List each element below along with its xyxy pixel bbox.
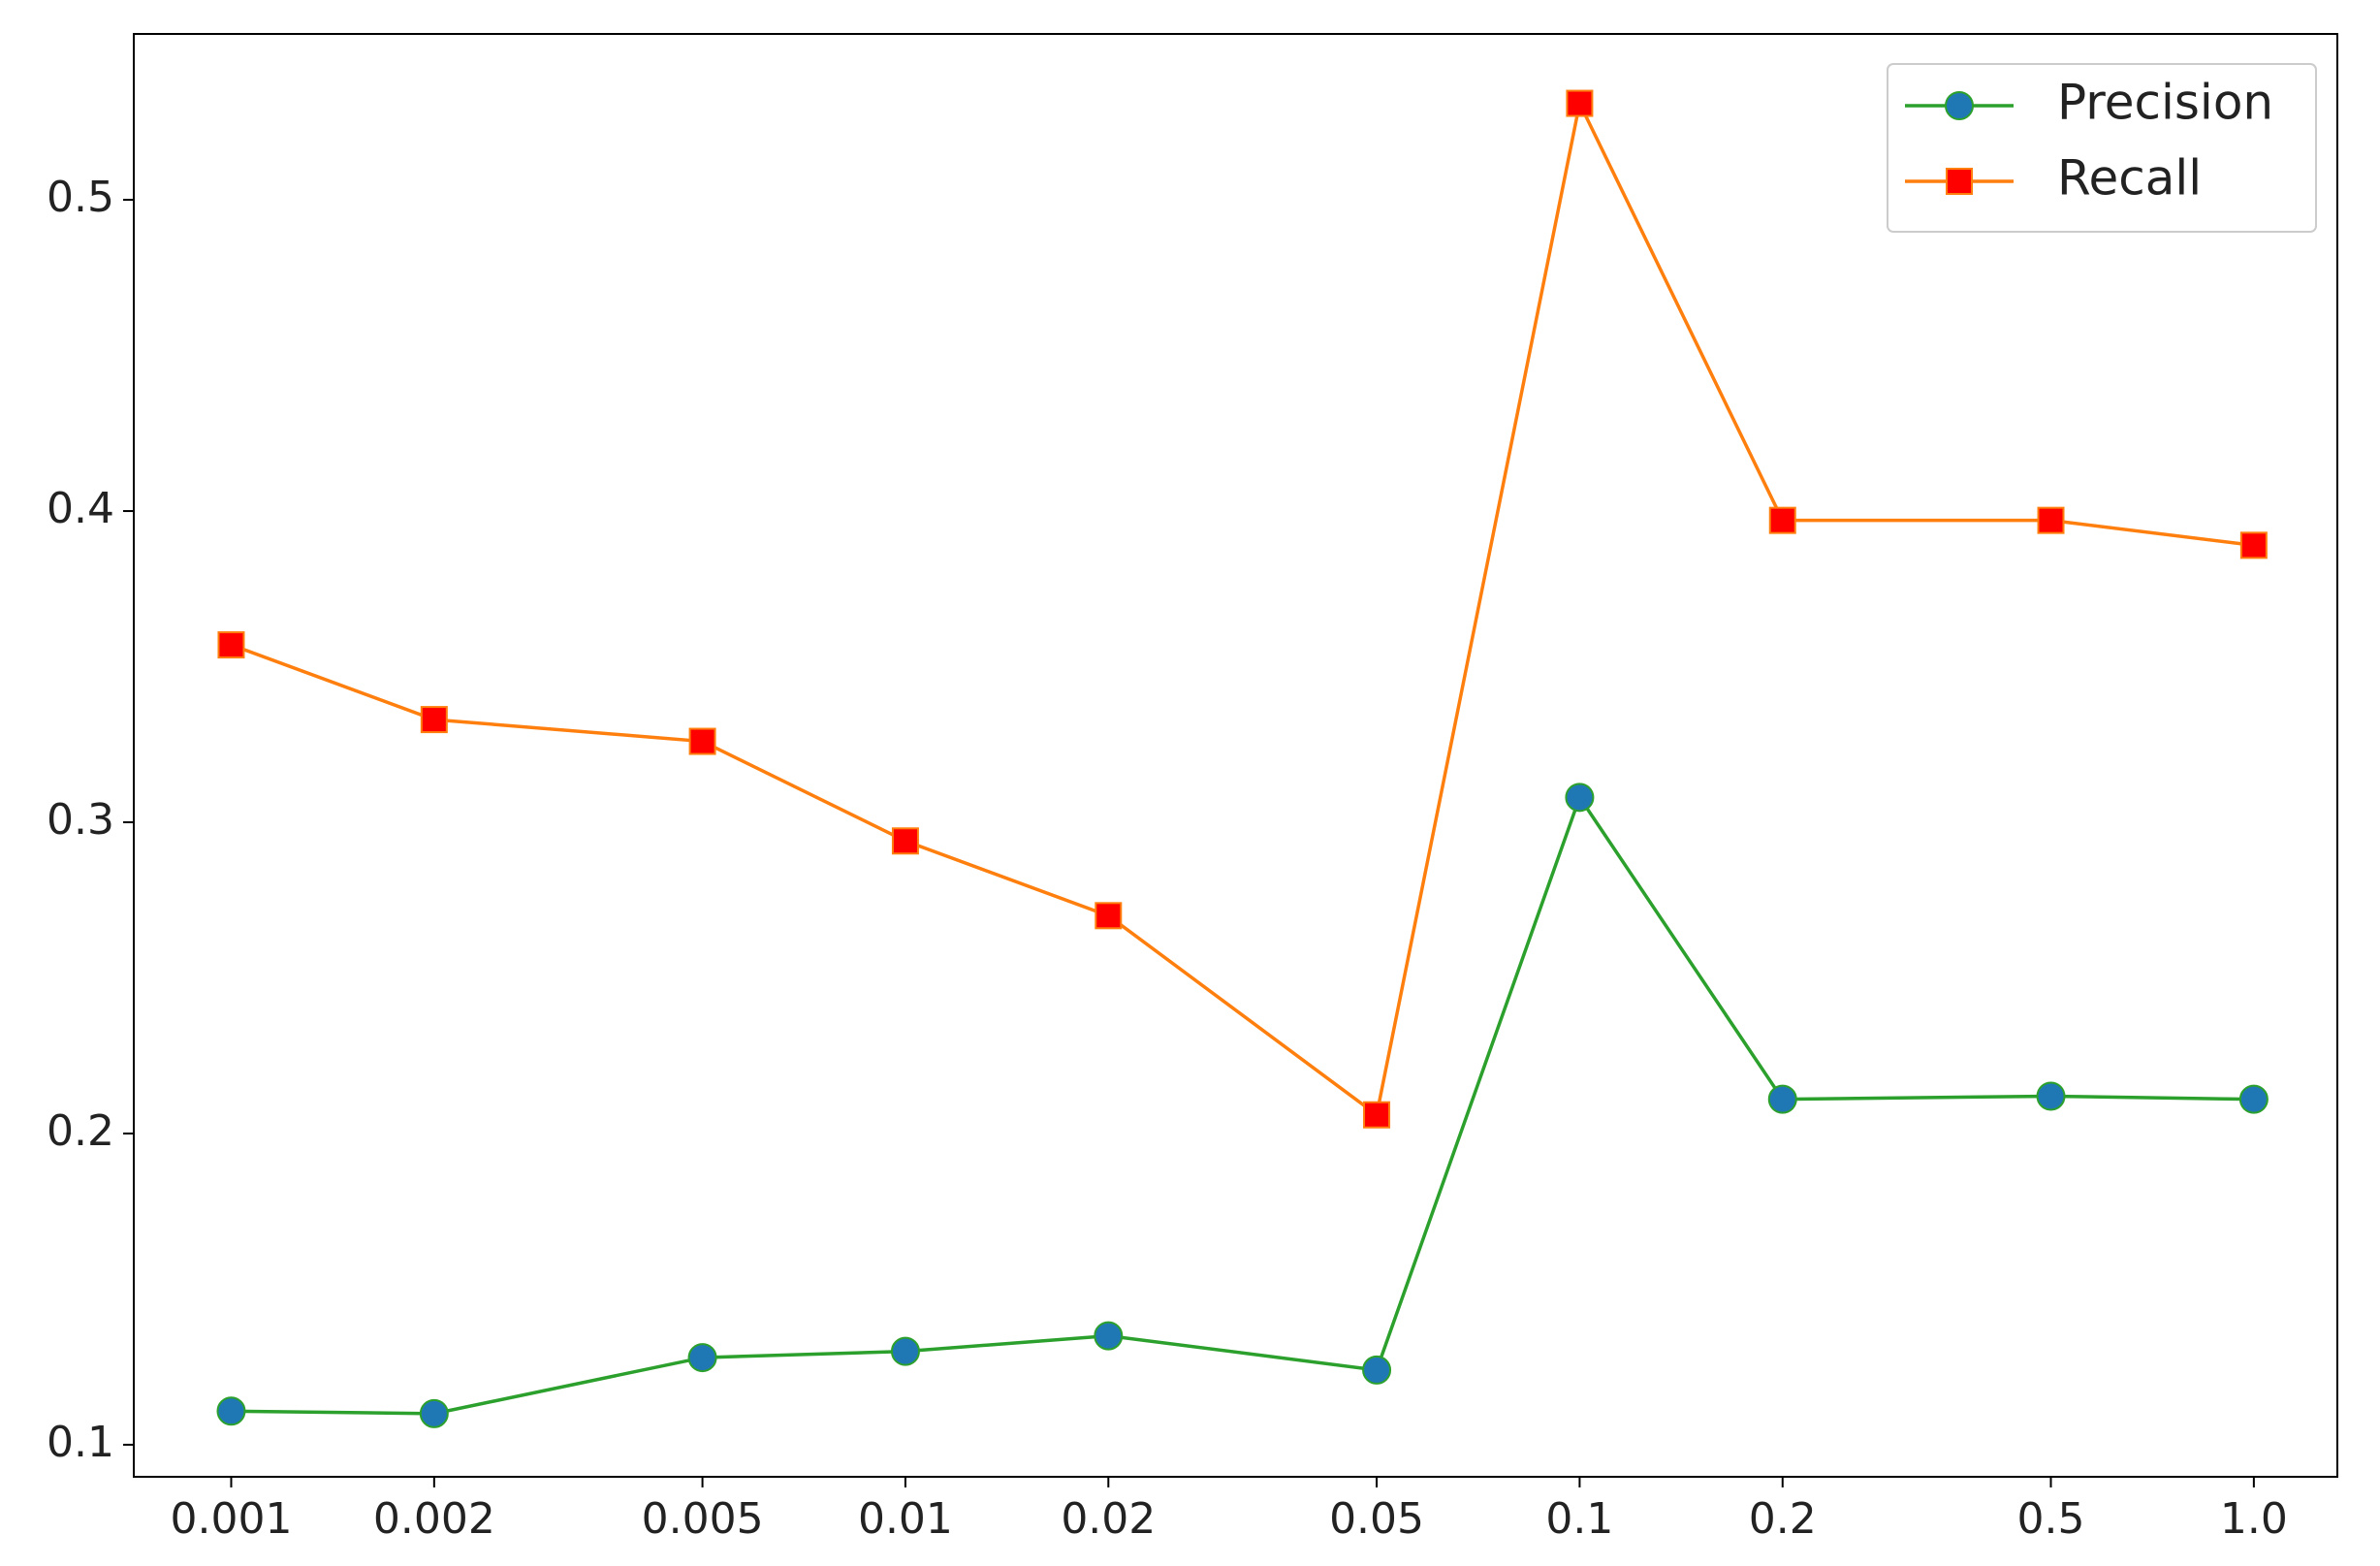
data-point xyxy=(2238,1084,2269,1114)
data-point xyxy=(688,727,716,755)
plot-frame xyxy=(133,33,2338,1478)
data-point xyxy=(1095,902,1123,930)
x-tick-label: 0.02 xyxy=(1061,1494,1156,1544)
data-point xyxy=(420,706,448,734)
data-point xyxy=(1566,89,1594,117)
data-point xyxy=(687,1343,717,1373)
y-tick-label: 0.5 xyxy=(47,173,114,222)
legend-marker xyxy=(1946,168,1973,195)
x-tick-label: 0.005 xyxy=(642,1494,764,1544)
data-point xyxy=(1094,1321,1124,1351)
x-tick-label: 0.2 xyxy=(1749,1494,1817,1544)
y-tick-label: 0.4 xyxy=(47,484,114,533)
series-line xyxy=(230,98,2255,1118)
data-point xyxy=(217,631,245,659)
data-point xyxy=(1363,1101,1391,1129)
data-point xyxy=(2037,506,2065,534)
data-point xyxy=(419,1398,449,1428)
y-tick-label: 0.2 xyxy=(47,1106,114,1156)
legend-label: Precision xyxy=(2057,75,2273,131)
data-point xyxy=(891,827,919,855)
data-point xyxy=(2036,1081,2066,1111)
legend-marker xyxy=(1945,91,1974,120)
data-point xyxy=(890,1336,920,1366)
legend: Precision Recall xyxy=(1887,63,2317,233)
data-point xyxy=(1565,783,1595,813)
x-tick-label: 0.5 xyxy=(2017,1494,2085,1544)
x-tick-label: 1.0 xyxy=(2220,1494,2288,1544)
y-tick-label: 0.3 xyxy=(47,795,114,845)
x-tick-label: 0.002 xyxy=(373,1494,495,1544)
data-point xyxy=(1767,1084,1797,1114)
data-point xyxy=(1362,1355,1392,1385)
x-tick-label: 0.05 xyxy=(1329,1494,1424,1544)
x-tick-label: 0.01 xyxy=(858,1494,953,1544)
legend-label: Recall xyxy=(2057,150,2202,207)
y-tick-label: 0.1 xyxy=(47,1418,114,1467)
series-line xyxy=(231,793,2254,1416)
data-point xyxy=(1768,506,1796,534)
x-tick-label: 0.001 xyxy=(170,1494,292,1544)
x-tick-label: 0.1 xyxy=(1545,1494,1613,1544)
data-point xyxy=(2239,531,2268,559)
data-point xyxy=(216,1396,246,1426)
